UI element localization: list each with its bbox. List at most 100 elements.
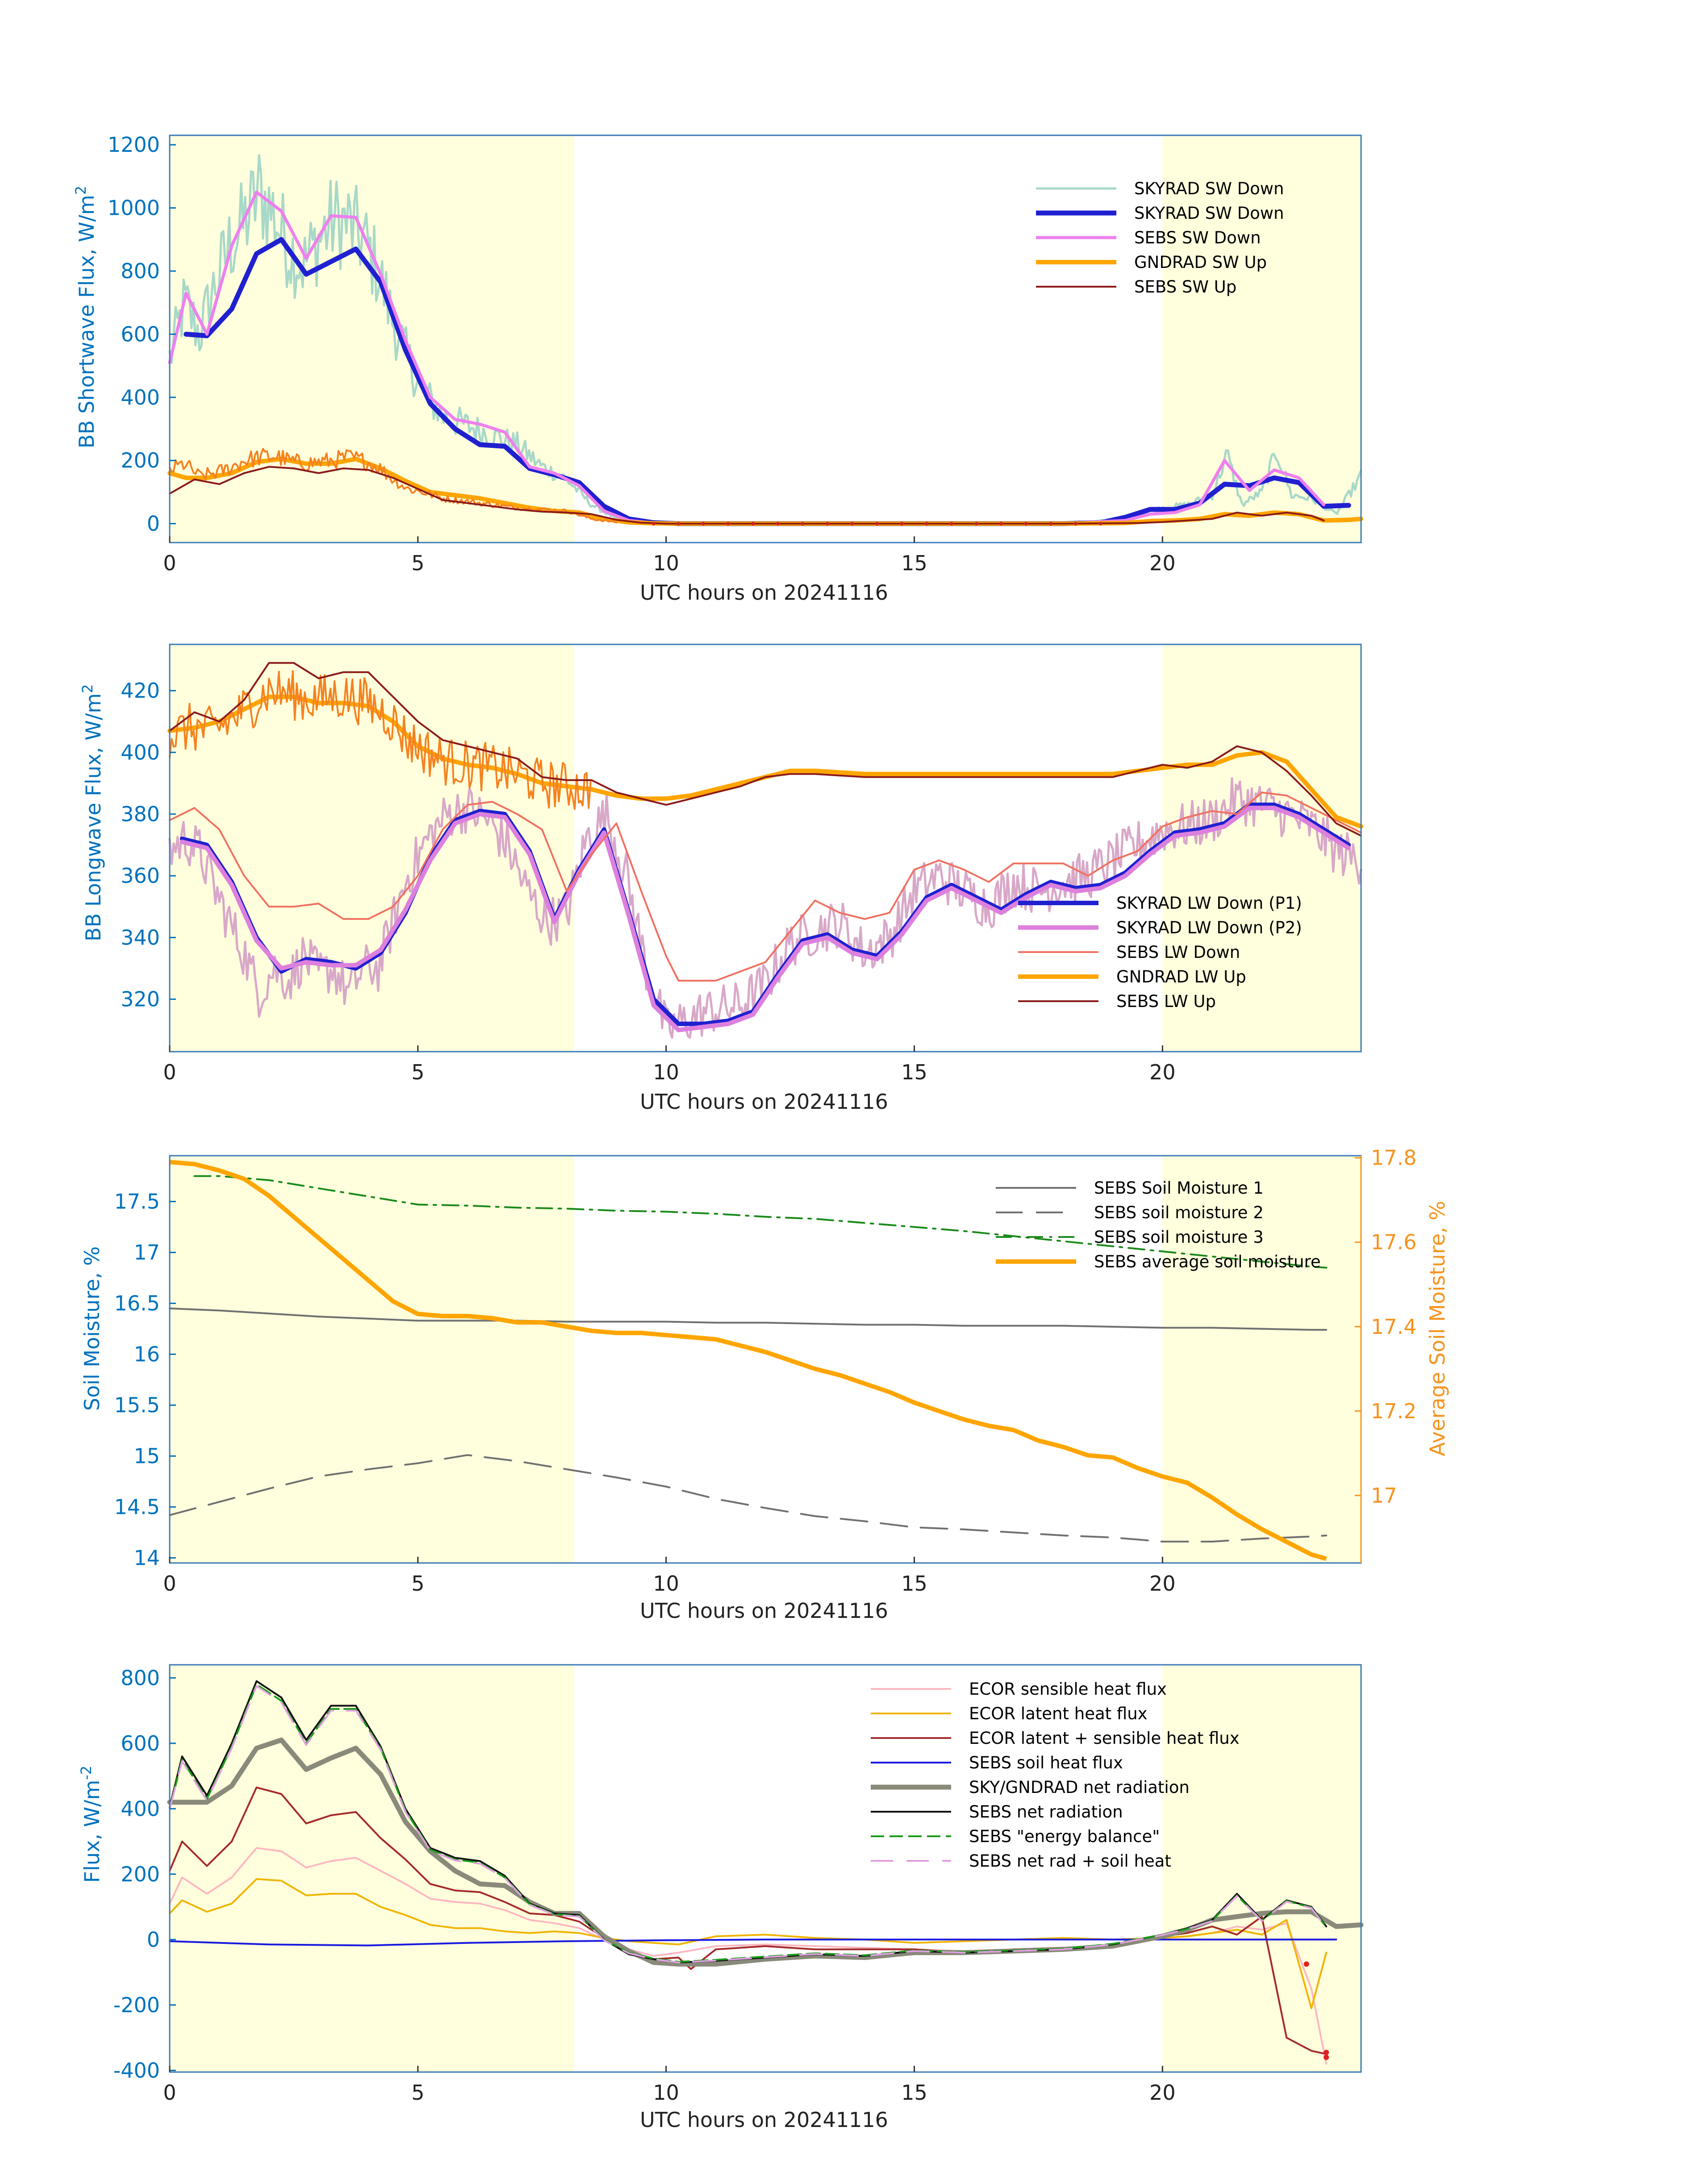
series-line [193,1175,1328,1269]
ytick-label: 800 [121,259,160,283]
ytick-label: 14.5 [114,1495,160,1519]
lw-xlabel: UTC hours on 20241116 [640,1090,888,1114]
daylight-span [170,1156,575,1563]
xtick-label: 15 [901,1571,927,1596]
ytick-label: 400 [121,740,160,765]
ytick-label: 600 [121,1731,160,1755]
xtick-label: 5 [411,551,424,575]
sw-ylabel: BB Shortwave Flux, W/m2 [72,186,99,448]
ytick-label: 16 [134,1342,160,1366]
legend-entry: SEBS "energy balance" [969,1827,1160,1846]
zero-marker [726,522,730,526]
ytick-label: 14 [134,1546,160,1570]
series-line [168,190,1326,526]
energy-xlabel: UTC hours on 20241116 [640,2108,888,2132]
legend-entry: SEBS LW Up [1116,992,1216,1011]
series-line [169,791,1362,982]
ytick-label: 600 [121,322,160,346]
xtick-label: 10 [653,551,679,575]
xtick-label: 10 [653,1571,679,1596]
ytick-right-label: 17.8 [1371,1146,1416,1170]
axes-frame [169,1664,1362,2073]
zero-marker [1098,522,1102,526]
energy-ylabel-sup: -2 [78,1766,95,1780]
sw-ylabel-main: BB Shortwave Flux, W/m [75,195,99,448]
xtick-label: 10 [653,1060,679,1084]
daylight-span [170,1665,575,2072]
legend-entry: SEBS average soil moisture [1094,1252,1321,1271]
axes-frame [169,643,1362,1053]
xtick-label: 15 [901,2081,927,2105]
ytick-label: 320 [121,987,160,1011]
xtick-label: 5 [411,2081,424,2105]
ytick-label: 17.5 [114,1190,160,1214]
lw-ylabel-main: BB Longwave Flux, W/m [81,693,105,941]
legend-entry: SKYRAD SW Down [1134,204,1284,223]
xtick-label: 0 [163,1060,176,1084]
ytick-label: 16.5 [114,1291,160,1316]
panel-energy: -400 -200 0 200 400 600 800 0 5 10 15 20 Flux, W/m… [78,1664,1364,2132]
legend-entry: SEBS net radiation [969,1802,1123,1822]
zero-marker [1024,522,1028,526]
legend-entry: GNDRAD LW Up [1116,967,1246,986]
zero-marker [949,522,953,526]
zero-marker [900,522,904,526]
axes-frame [169,134,1362,543]
sw-ylabel-sup: 2 [72,186,89,195]
panel-longwave: 320 340 360 380 400 420 0 5 10 15 20 BB Longwave … [79,643,1363,1114]
zero-marker [850,522,854,526]
zero-marker [999,522,1003,526]
zero-marker [1049,522,1053,526]
ytick-label: 420 [121,679,160,703]
ytick-label: 17 [134,1241,160,1265]
daylight-span [1162,1156,1361,1563]
series-line [169,662,1362,837]
ytick-label: -200 [113,1993,160,2017]
energy-ylabel-main: Flux, W/m [80,1780,104,1883]
avg-soil-moisture-line [169,1160,1327,1561]
ytick-label: 1200 [108,133,160,157]
soil-xlabel: UTC hours on 20241116 [640,1599,888,1623]
soil-ylabel-right: Average Soil Moisture, % [1425,1201,1449,1456]
soil-ylabel: Soil Moisture, % [80,1246,104,1411]
legend-entry: SEBS Soil Moisture 1 [1094,1178,1264,1198]
end-marker [1303,1961,1309,1967]
ytick-label: -400 [113,2058,160,2082]
xtick-label: 0 [163,2081,176,2105]
zero-marker [974,522,978,526]
series-line [168,777,1362,1039]
ytick-label: 360 [121,864,160,888]
series-line [169,1685,1328,1964]
legend-entry: SKY/GNDRAD net radiation [969,1778,1190,1797]
series-line [169,1454,1328,1543]
zero-marker [702,522,706,526]
series-line [169,1308,1328,1331]
ytick-label: 15.5 [114,1393,160,1417]
zero-marker [751,522,755,526]
series-line [167,456,1363,526]
series-line [169,1939,1337,1947]
ytick-label: 1000 [108,196,160,220]
legend-entry: SEBS net rad + soil heat [969,1851,1171,1871]
ytick-right-label: 17 [1371,1483,1397,1508]
ytick-label: 400 [121,385,160,409]
xtick-label: 10 [653,2081,679,2105]
legend-entry: SKYRAD LW Down (P2) [1116,918,1302,937]
zero-marker [1073,522,1077,526]
legend-entry: SEBS soil heat flux [969,1753,1123,1772]
series-line [169,447,618,524]
legend-entry: ECOR latent heat flux [969,1704,1148,1723]
series-line [169,466,1325,525]
legend-entry: SEBS LW Down [1116,943,1240,962]
ytick-right-label: 17.6 [1371,1230,1416,1254]
zero-marker [677,522,681,526]
ytick-label: 0 [147,512,160,536]
xtick-label: 20 [1149,551,1176,575]
end-marker [1324,2050,1329,2056]
legend-entry: SEBS SW Down [1134,228,1261,247]
ytick-label: 0 [147,1927,160,1951]
legend-entry: SKYRAD SW Down [1134,179,1284,198]
zero-marker [651,522,656,526]
xtick-label: 20 [1149,1060,1176,1084]
